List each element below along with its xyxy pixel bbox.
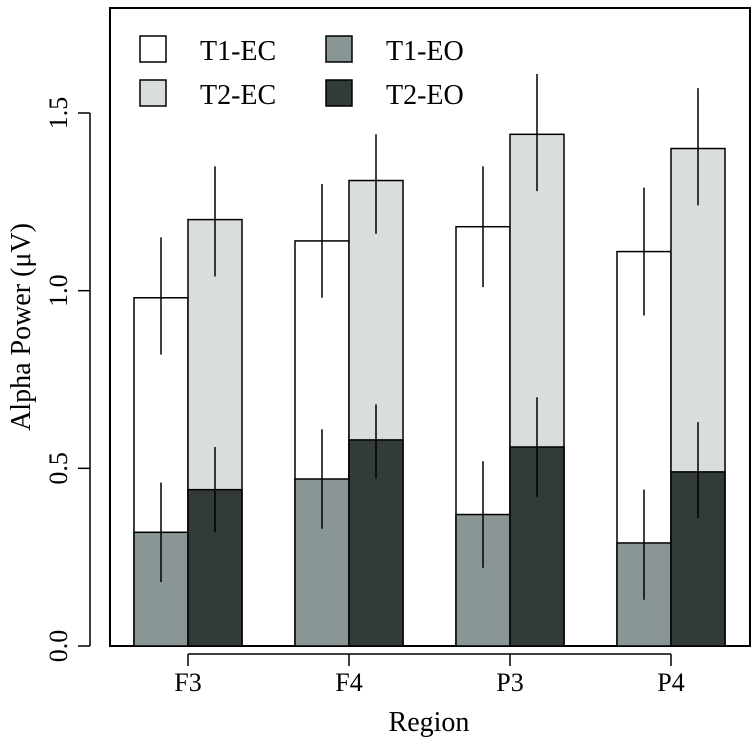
- y-axis: 0.0 0.5 1.0 1.5: [44, 97, 91, 663]
- bar-t1-eo-f4: [294, 478, 350, 647]
- legend-swatch-t2-ec: [139, 79, 167, 107]
- legend-label-t1-eo: T1-EO: [386, 36, 464, 67]
- error-bars: [160, 73, 699, 600]
- legend-swatch-t2-eo: [325, 79, 353, 107]
- plot-frame: [109, 7, 751, 647]
- x-axis-title: Region: [389, 707, 470, 738]
- legend-swatch-t1-ec: [139, 35, 167, 63]
- x-tick-label: P3: [496, 668, 523, 697]
- x-tick-label: F4: [335, 668, 362, 697]
- x-axis: F3 F4 P3 P4: [174, 653, 685, 697]
- y-tick-label: 0.5: [44, 452, 73, 485]
- y-tick-label: 1.5: [44, 97, 73, 130]
- y-tick-label: 0.0: [44, 630, 73, 663]
- legend-label-t2-ec: T2-EC: [200, 80, 276, 111]
- legend-swatch-t1-eo: [325, 35, 353, 63]
- legend-label-t1-ec: T1-EC: [200, 36, 276, 67]
- y-axis-title: Alpha Power (μV): [6, 223, 37, 431]
- legend-label-t2-eo: T2-EO: [386, 80, 464, 111]
- x-tick-label: F3: [174, 668, 201, 697]
- legend: T1-EC T1-EO T2-EC T2-EO: [139, 35, 464, 111]
- bars: [133, 133, 726, 647]
- y-tick-label: 1.0: [44, 274, 73, 307]
- x-tick-label: P4: [657, 668, 684, 697]
